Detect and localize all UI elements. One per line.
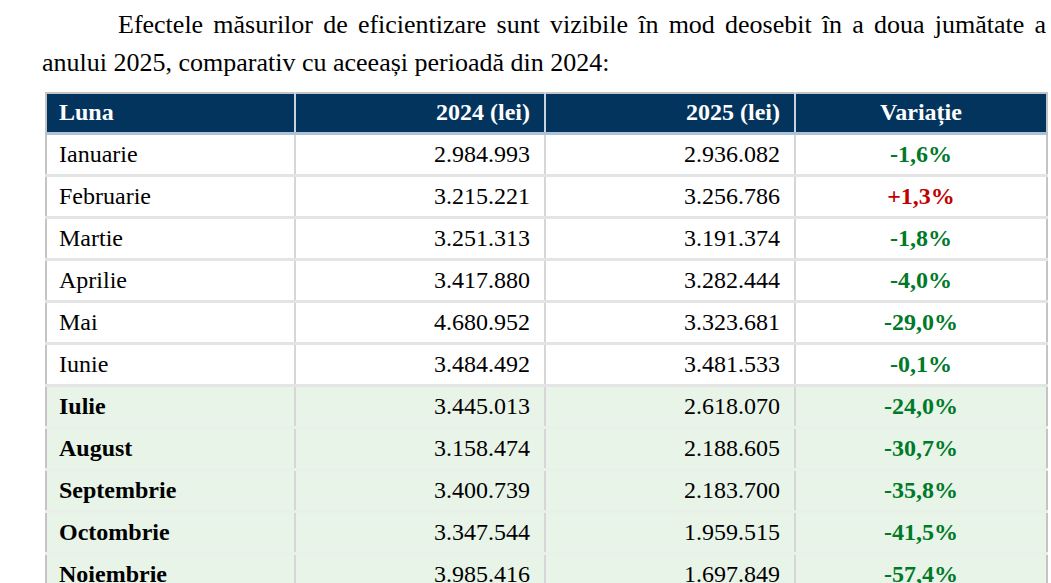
cell-variation: -29,0%	[795, 301, 1047, 343]
cell-variation: -35,8%	[795, 469, 1047, 511]
cell-2025: 2.183.700	[545, 469, 795, 511]
cell-2024: 3.158.474	[295, 427, 545, 469]
table-row: Mai 4.680.952 3.323.681 -29,0%	[46, 301, 1047, 343]
cell-month: Octombrie	[46, 511, 295, 553]
header-2025-lei: 2025 (lei)	[545, 93, 795, 133]
cell-2025: 2.618.070	[545, 385, 795, 427]
cell-2025: 3.282.444	[545, 259, 795, 301]
cell-2024: 3.347.544	[295, 511, 545, 553]
cell-variation: -4,0%	[795, 259, 1047, 301]
monthly-comparison-table: Luna 2024 (lei) 2025 (lei) Variație Ianu…	[45, 92, 1048, 583]
cell-variation: -1,6%	[795, 133, 1047, 175]
cell-2025: 3.481.533	[545, 343, 795, 385]
table-row: August 3.158.474 2.188.605 -30,7%	[46, 427, 1047, 469]
cell-month: Martie	[46, 217, 295, 259]
table-row: Noiembrie 3.985.416 1.697.849 -57,4%	[46, 553, 1047, 583]
table-row: Octombrie 3.347.544 1.959.515 -41,5%	[46, 511, 1047, 553]
table-row: Iunie 3.484.492 3.481.533 -0,1%	[46, 343, 1047, 385]
table-row: Ianuarie 2.984.993 2.936.082 -1,6%	[46, 133, 1047, 175]
cell-month: Februarie	[46, 175, 295, 217]
cell-variation: -57,4%	[795, 553, 1047, 583]
table-row: Iulie 3.445.013 2.618.070 -24,0%	[46, 385, 1047, 427]
cell-2024: 3.484.492	[295, 343, 545, 385]
cell-2024: 3.417.880	[295, 259, 545, 301]
cell-2025: 2.188.605	[545, 427, 795, 469]
table-row: Septembrie 3.400.739 2.183.700 -35,8%	[46, 469, 1047, 511]
cell-2024: 3.251.313	[295, 217, 545, 259]
cell-2025: 3.256.786	[545, 175, 795, 217]
cell-2024: 3.400.739	[295, 469, 545, 511]
cell-2025: 3.323.681	[545, 301, 795, 343]
cell-month: Iulie	[46, 385, 295, 427]
cell-variation: -0,1%	[795, 343, 1047, 385]
document-page: Efectele măsurilor de eficientizare sunt…	[0, 0, 1051, 583]
cell-month: Mai	[46, 301, 295, 343]
cell-variation: -24,0%	[795, 385, 1047, 427]
header-luna: Luna	[46, 93, 295, 133]
table-row: Martie 3.251.313 3.191.374 -1,8%	[46, 217, 1047, 259]
table-row: Februarie 3.215.221 3.256.786 +1,3%	[46, 175, 1047, 217]
cell-variation: -30,7%	[795, 427, 1047, 469]
cell-month: Noiembrie	[46, 553, 295, 583]
table-row: Aprilie 3.417.880 3.282.444 -4,0%	[46, 259, 1047, 301]
header-variatie: Variație	[795, 93, 1047, 133]
header-2024-lei: 2024 (lei)	[295, 93, 545, 133]
cell-2024: 3.215.221	[295, 175, 545, 217]
cell-variation: +1,3%	[795, 175, 1047, 217]
cell-2025: 1.959.515	[545, 511, 795, 553]
cell-2025: 3.191.374	[545, 217, 795, 259]
cell-month: August	[46, 427, 295, 469]
cell-month: Ianuarie	[46, 133, 295, 175]
intro-paragraph: Efectele măsurilor de eficientizare sunt…	[42, 6, 1046, 82]
cell-2024: 3.985.416	[295, 553, 545, 583]
cell-2024: 2.984.993	[295, 133, 545, 175]
cell-2025: 1.697.849	[545, 553, 795, 583]
cell-2024: 3.445.013	[295, 385, 545, 427]
cell-month: Septembrie	[46, 469, 295, 511]
cell-variation: -41,5%	[795, 511, 1047, 553]
cell-month: Iunie	[46, 343, 295, 385]
cell-2024: 4.680.952	[295, 301, 545, 343]
cell-2025: 2.936.082	[545, 133, 795, 175]
cell-month: Aprilie	[46, 259, 295, 301]
table-header-row: Luna 2024 (lei) 2025 (lei) Variație	[46, 93, 1047, 133]
cell-variation: -1,8%	[795, 217, 1047, 259]
